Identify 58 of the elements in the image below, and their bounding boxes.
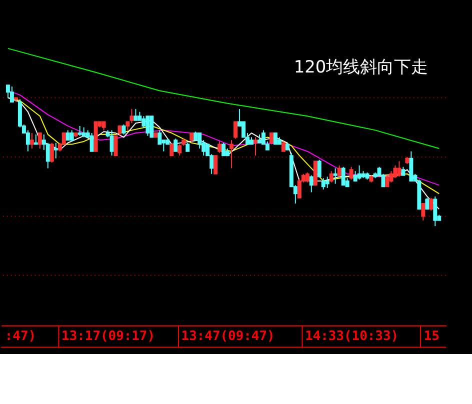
candlestick (325, 176, 330, 189)
x-tick-label: 15 (424, 328, 440, 344)
candlestick (281, 140, 286, 152)
candlestick (329, 170, 334, 183)
candlestick (337, 164, 342, 178)
candlestick (170, 144, 174, 156)
text: 120均线斜向下走 (294, 56, 428, 76)
candlestick (174, 138, 178, 152)
x-tick-label: 13:17(09:17) (62, 328, 156, 344)
candlestick (130, 108, 134, 124)
candlestick (409, 150, 414, 182)
x-tick-label: 14:33(10:33) (305, 328, 399, 344)
candlestick (30, 132, 34, 150)
candlestick (10, 86, 14, 102)
candlestick (114, 135, 118, 156)
candlestick (349, 166, 354, 180)
candlestick (50, 142, 54, 164)
candlestick (146, 116, 150, 136)
candlestick (321, 178, 326, 190)
candlestick (333, 168, 338, 184)
candlestick (150, 116, 154, 138)
candlestick (313, 160, 318, 186)
candlestick (90, 132, 94, 152)
candlestick (234, 121, 238, 140)
candlestick (425, 197, 430, 210)
candlestick (385, 174, 390, 188)
candlestick (309, 174, 314, 193)
candlestick (134, 108, 138, 121)
candlestick (305, 172, 310, 183)
candlestick (429, 197, 434, 212)
candlestick (70, 130, 74, 142)
candlestick (230, 140, 234, 169)
candlestick (222, 142, 226, 156)
candlestick (26, 130, 30, 152)
candlestick (421, 203, 426, 221)
candlestick (218, 140, 222, 154)
candlestick (273, 132, 278, 145)
candlestick (397, 160, 402, 178)
candlestick (66, 130, 70, 141)
candlestick (253, 136, 258, 156)
candlestick (38, 132, 42, 150)
candlestick (269, 132, 274, 145)
candlestick (110, 130, 114, 156)
candlestick (393, 164, 398, 179)
candlestick (82, 126, 86, 138)
candlestick (6, 84, 10, 98)
candlestick (341, 166, 346, 186)
x-tick-label: 13:47(09:47) (181, 328, 275, 344)
candlestick (54, 142, 58, 159)
candlestick (78, 125, 82, 136)
candlestick (433, 196, 438, 227)
candlestick (122, 124, 126, 135)
candlestick (357, 164, 362, 180)
candlestick (214, 155, 218, 174)
candlestick (317, 159, 322, 178)
candlestick (297, 178, 302, 198)
candlestick (34, 134, 38, 145)
x-tick-label: :47) (4, 328, 36, 344)
